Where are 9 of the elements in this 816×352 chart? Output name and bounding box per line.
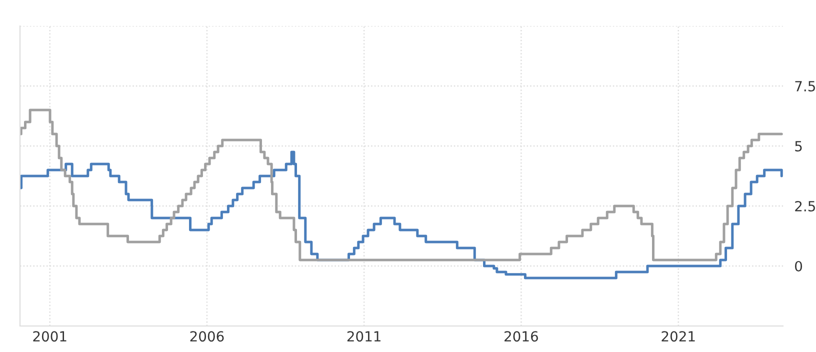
x-tick-label: 2011 xyxy=(347,331,380,342)
x-tick-label: 2021 xyxy=(662,331,695,342)
x-tick-label: 2006 xyxy=(190,331,224,342)
x-tick-label: 2001 xyxy=(33,331,66,342)
y-tick-label: 2.5 xyxy=(795,200,815,212)
y-tick-label: 0 xyxy=(795,260,802,272)
y-tick-label: 7.5 xyxy=(795,81,815,92)
y-tick-label: 5 xyxy=(795,141,802,152)
x-tick-label: 2016 xyxy=(504,331,538,342)
